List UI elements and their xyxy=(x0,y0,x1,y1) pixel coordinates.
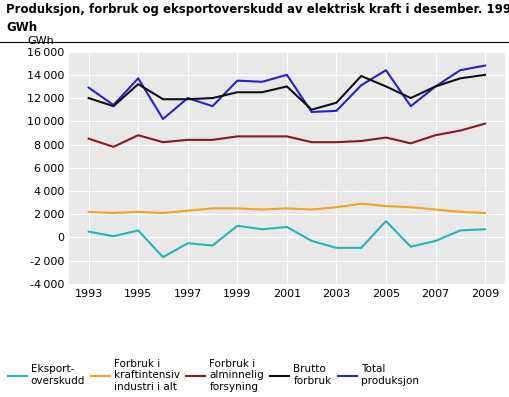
Legend: Eksport-
overskudd, Forbruk i
kraftintensiv
industri i alt, Forbruk i
alminnelig: Eksport- overskudd, Forbruk i kraftinten… xyxy=(8,358,418,392)
Text: GWh: GWh xyxy=(27,36,54,46)
Text: GWh: GWh xyxy=(6,21,37,34)
Text: Produksjon, forbruk og eksportoverskudd av elektrisk kraft i desember. 1993-2009: Produksjon, forbruk og eksportoverskudd … xyxy=(6,3,509,16)
